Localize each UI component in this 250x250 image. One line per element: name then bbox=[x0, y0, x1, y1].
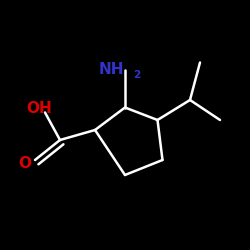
Text: O: O bbox=[18, 156, 32, 171]
Text: 2: 2 bbox=[132, 70, 140, 80]
Text: NH: NH bbox=[98, 62, 124, 78]
Text: OH: OH bbox=[26, 101, 52, 116]
